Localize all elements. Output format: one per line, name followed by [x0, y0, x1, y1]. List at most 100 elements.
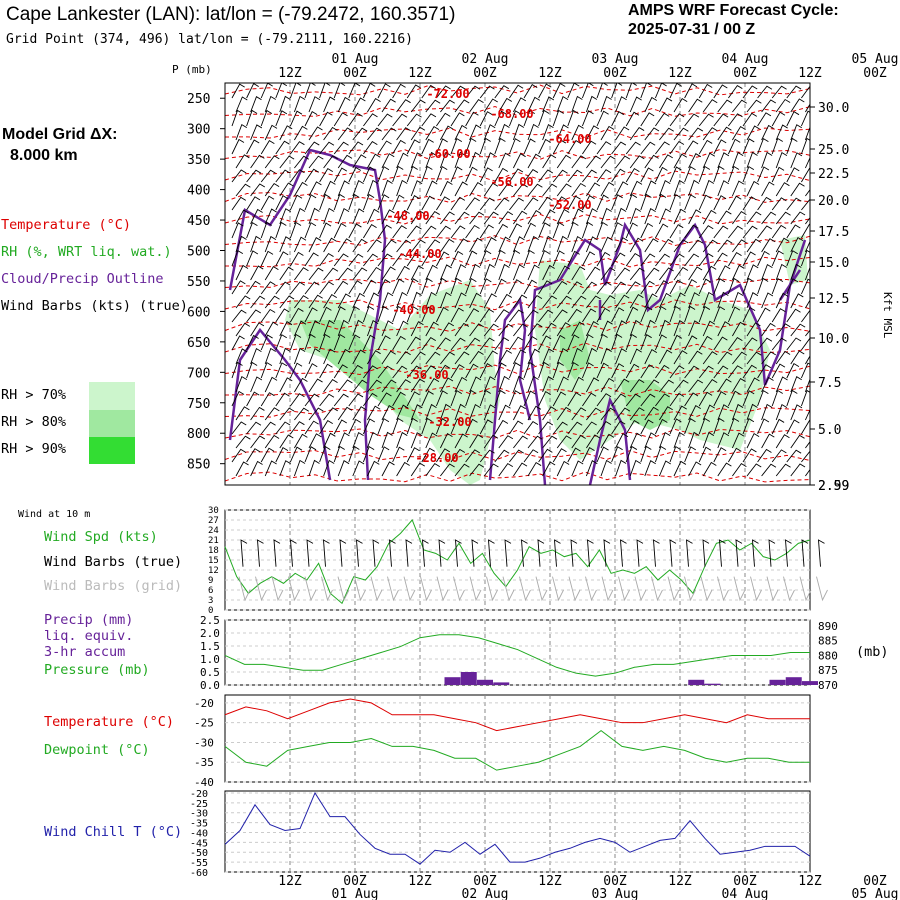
wind-barb: [552, 221, 565, 239]
wind-barb: [304, 222, 317, 239]
wind-barb: [483, 182, 499, 197]
wind-barb: [290, 393, 305, 407]
wind-barb: [688, 431, 700, 449]
pressure-line: [224, 634, 810, 677]
wind-barb: [469, 263, 481, 281]
wind-barb: [698, 278, 712, 295]
wind-barb: [479, 137, 491, 155]
wind-barb: [684, 279, 697, 295]
precip-bar: [493, 682, 510, 685]
wind-barb: [615, 459, 627, 477]
wind-barb-grid: [750, 576, 762, 602]
wind-barb: [509, 336, 524, 351]
wind-barb: [582, 169, 597, 183]
wind-barb-true: [372, 539, 380, 567]
wind-barb: [439, 432, 453, 449]
wind-barb: [294, 407, 310, 421]
station-title: Cape Lankester (LAN): lat/lon = (-79.247…: [6, 4, 456, 25]
wind-barb: [494, 223, 509, 239]
pressure-tick-label-right: 870: [818, 679, 838, 692]
precip-tick-label: 0.5: [200, 666, 220, 679]
wind-barb: [615, 181, 629, 197]
wind-barb: [367, 379, 382, 393]
wind-barb: [494, 249, 506, 267]
wind-barb: [323, 267, 339, 281]
wind-barb: [406, 278, 419, 295]
wind-barb: [246, 83, 259, 99]
wind-barb: [615, 433, 629, 449]
wind-barb: [538, 335, 552, 351]
wind-barb: [801, 419, 810, 435]
wind-barb: [757, 389, 769, 407]
wind-barb: [275, 308, 290, 323]
wind-barb: [717, 462, 732, 477]
wind-barb: [260, 421, 276, 435]
wind-barb: [698, 253, 714, 267]
wind-barb: [421, 252, 436, 267]
wind-barb: [684, 113, 700, 127]
temperature-contour: [225, 213, 810, 225]
wind-barb: [790, 124, 802, 141]
top-hour-label: 12Z: [408, 66, 432, 81]
wind-barb: [508, 249, 521, 267]
wind-barb: [702, 179, 715, 197]
wind-barb: [264, 321, 279, 337]
wind-barb: [304, 111, 318, 127]
wind-barb: [435, 390, 448, 407]
wind-barb-grid: [321, 576, 333, 602]
wind-barb: [757, 85, 773, 99]
wind-barb: [790, 98, 805, 113]
wind-barb: [658, 460, 671, 477]
wind-barb: [684, 365, 700, 379]
wind-barb-grid: [766, 576, 779, 602]
wind-barb: [439, 180, 453, 197]
wind-barb: [392, 83, 406, 99]
wind-barb: [319, 222, 332, 239]
wind-barb: [410, 99, 426, 113]
wind-barb: [615, 294, 630, 309]
temperature-contour: [225, 320, 810, 332]
wind-barb: [732, 351, 748, 365]
wind-barb: [304, 194, 317, 211]
wind-barb: [571, 434, 586, 449]
wind-barb: [483, 211, 499, 225]
wind-barb: [235, 183, 251, 197]
wind-barb: [337, 238, 352, 253]
wind-barb: [581, 110, 594, 127]
wind-barb: [250, 235, 262, 253]
wind-barb: [615, 407, 631, 421]
wind-barb: [804, 240, 810, 253]
wind-barb: [425, 151, 437, 169]
wind-barb: [381, 405, 395, 421]
wind-barb: [538, 196, 553, 211]
wind-barb: [688, 209, 702, 225]
wind-barb: [425, 432, 438, 449]
wind-barb: [556, 322, 571, 337]
wind-barb: [702, 320, 716, 337]
wind-barb: [805, 468, 810, 477]
pressure-tick-label: 700: [187, 366, 210, 381]
wind-barb: [523, 390, 536, 407]
wind-barb: [294, 181, 308, 197]
wind-barb: [498, 123, 510, 141]
wind-barb: [275, 392, 290, 407]
wind-barb-true: [619, 539, 627, 567]
wind-barb: [250, 124, 263, 141]
wind-barb: [556, 347, 569, 365]
wind-barb: [688, 127, 704, 141]
wind-barb: [479, 449, 495, 463]
wind-barb: [494, 167, 509, 183]
wind-barb: [673, 319, 685, 337]
wind-barb: [698, 417, 711, 435]
wind-barb: [377, 305, 389, 323]
wind-barb: [771, 224, 787, 239]
wind-barb: [804, 377, 810, 393]
wind-barb: [260, 221, 272, 239]
wind-barb: [585, 347, 598, 365]
wind-barb: [406, 84, 421, 99]
pressure-axis-title: P (mb): [172, 63, 212, 76]
wind-barb: [761, 124, 774, 141]
wind-barb: [454, 263, 467, 281]
wind-barb: [425, 210, 440, 225]
wind-barb: [337, 180, 350, 197]
